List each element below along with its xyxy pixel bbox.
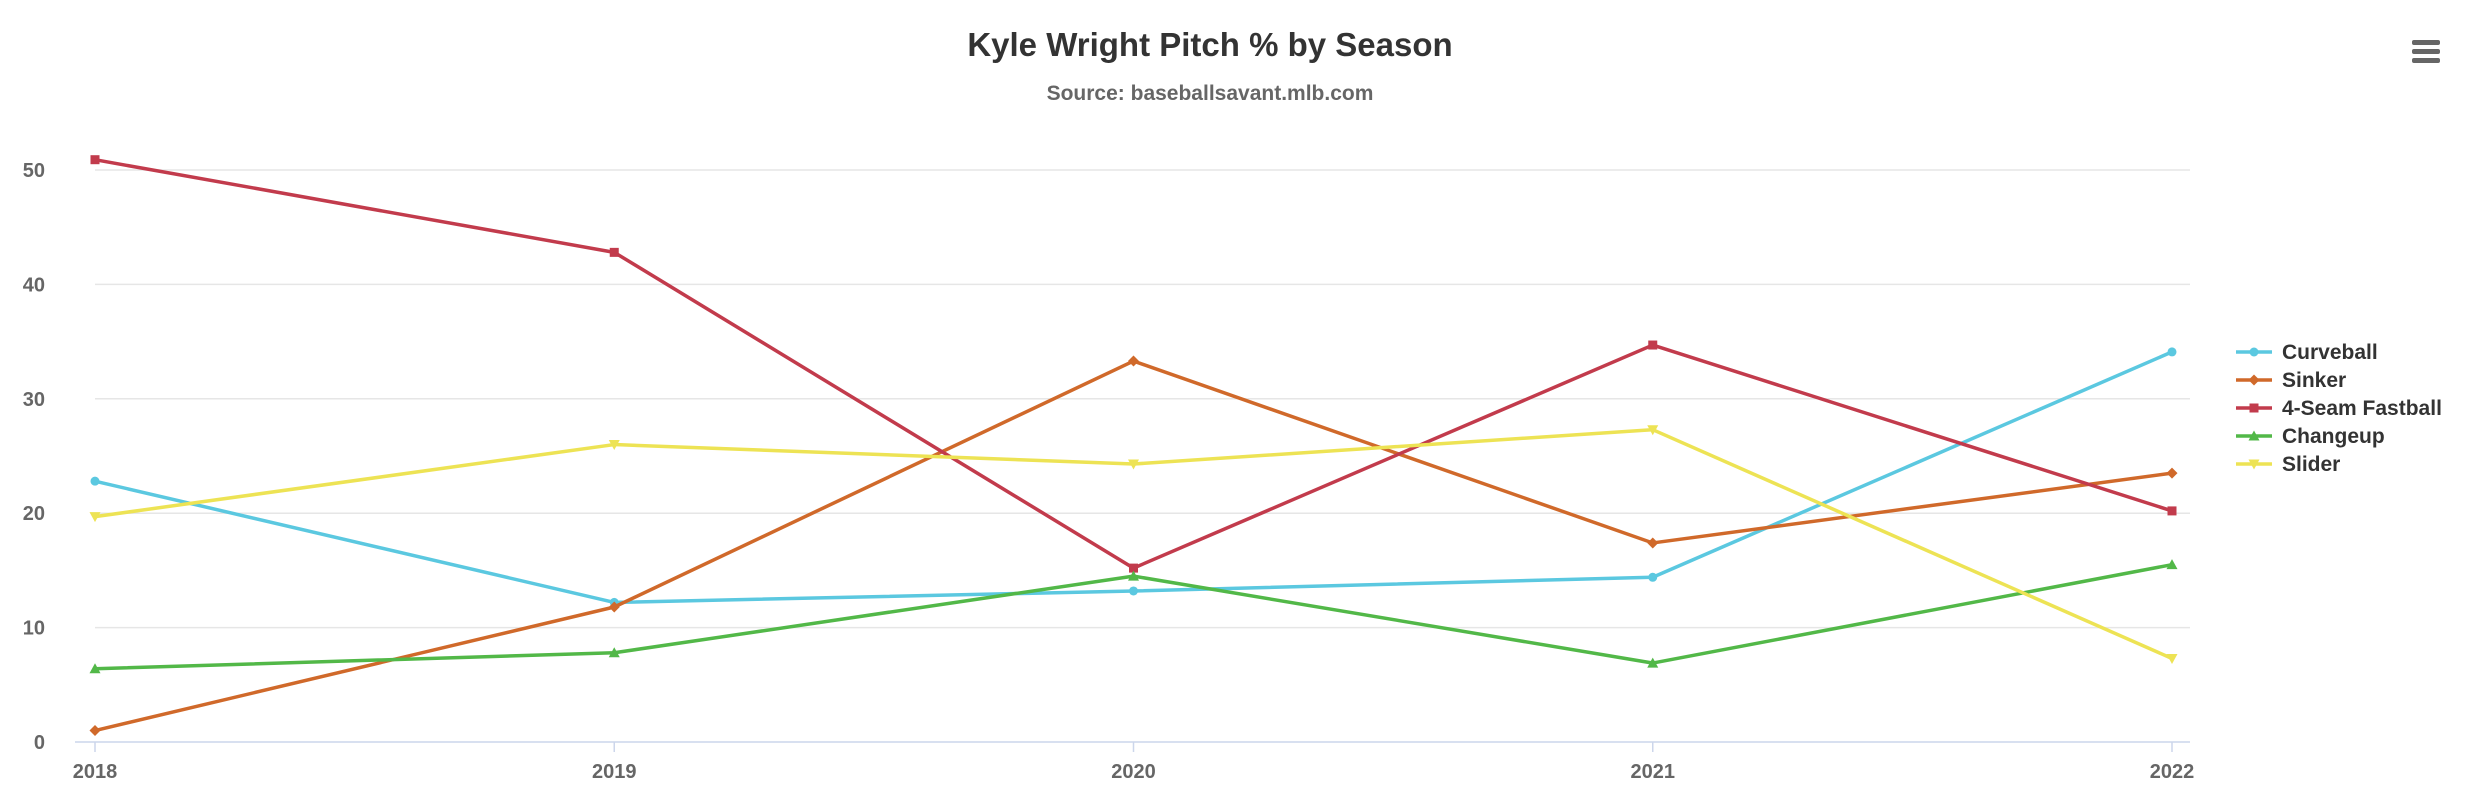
data-point-sinker [2166,467,2178,479]
data-point-slider [1647,425,1659,436]
data-point-sinker [1647,537,1659,549]
data-point-changeup [2166,559,2178,570]
data-point-4-seam-fastball [1129,563,1138,573]
legend-marker [2249,347,2259,357]
legend-marker [2248,430,2260,441]
y-tick-label: 20 [23,503,45,525]
x-tick-label: 2021 [1631,761,1676,783]
legend-item-4-seam-fastball[interactable]: 4-Seam Fastball [2236,397,2442,420]
series-line-sinker [93,359,2174,733]
series-slider [89,425,2178,664]
legend-item-sinker[interactable]: Sinker [2236,369,2346,392]
y-tick-label: 0 [34,732,45,754]
y-tick-label: 40 [23,274,45,296]
y-tick-label: 30 [23,389,45,411]
chart-subtitle: Source: baseballsavant.mlb.com [1047,82,1374,105]
data-point-changeup [1128,570,1139,581]
legend-label: Slider [2282,453,2340,476]
menu-bar-bottom [2412,58,2440,63]
data-point-sinker [1128,355,1139,367]
data-point-4-seam-fastball [90,155,100,165]
legend-marker [2248,374,2260,386]
grid-lines: 0 10 20 30 40 50 [23,160,2190,754]
data-point-curveball [90,476,100,486]
menu-bar-top [2412,40,2440,45]
legend-marker [2249,403,2259,413]
data-point-4-seam-fastball [2167,506,2177,516]
chart-title: Kyle Wright Pitch % by Season [967,26,1452,63]
series-sinker [89,355,2178,737]
axes: 2018 2019 2020 2021 2022 [73,741,2195,783]
legend: Curveball Sinker 4-Seam Fastball Changeup Sl… [2236,341,2442,476]
legend-label: Changeup [2282,425,2385,448]
hamburger-menu-icon[interactable] [2402,28,2450,76]
data-point-changeup [89,663,101,674]
series-changeup [89,559,2178,674]
data-point-curveball [1129,586,1138,596]
legend-marker [2248,459,2260,470]
data-point-sinker [608,601,620,613]
series-lines [89,155,2178,737]
data-point-changeup [608,647,620,658]
data-point-slider [89,512,101,523]
data-point-slider [608,440,620,451]
legend-item-curveball[interactable]: Curveball [2236,341,2378,364]
y-tick-label: 10 [23,618,45,640]
data-point-sinker [89,725,101,737]
legend-label: Curveball [2282,341,2378,364]
legend-item-changeup[interactable]: Changeup [2236,425,2385,448]
legend-item-slider[interactable]: Slider [2236,453,2340,476]
x-tick-label: 2019 [592,761,637,783]
x-tick-label: 2020 [1111,761,1156,783]
data-point-changeup [1647,657,1659,668]
x-tick-label: 2022 [2150,761,2195,783]
data-point-4-seam-fastball [609,247,619,257]
data-point-4-seam-fastball [1648,340,1658,350]
data-point-slider [2166,653,2178,664]
legend-label: Sinker [2282,369,2346,392]
data-point-curveball [1648,572,1658,582]
menu-bar-middle [2412,49,2440,54]
y-tick-label: 50 [23,160,45,182]
data-point-curveball [2167,347,2177,357]
data-point-slider [1128,459,1139,470]
legend-label: 4-Seam Fastball [2282,397,2442,420]
x-tick-label: 2018 [73,761,118,783]
series-4-seam-fastball [90,155,2177,573]
